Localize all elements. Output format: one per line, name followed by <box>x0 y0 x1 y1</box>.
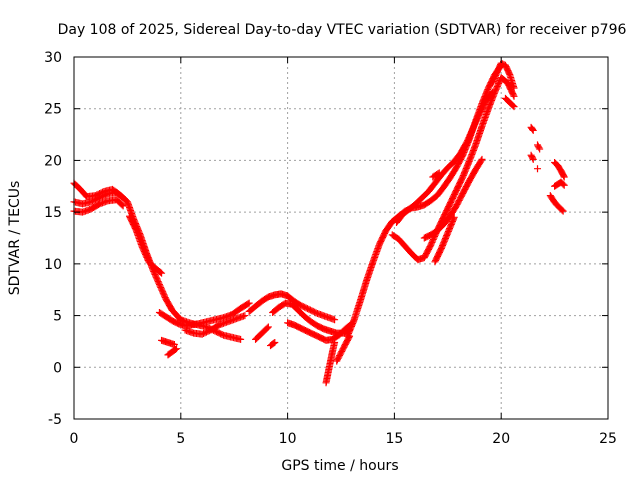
data-point-arc-v <box>510 84 518 92</box>
data-point-arc-u <box>435 169 443 177</box>
data-point-arc-u <box>434 170 442 178</box>
data-point-arc-v <box>490 74 498 82</box>
y-tick-labels: -5 0 5 10 15 20 25 30 <box>44 50 62 428</box>
data-point-arc-c <box>118 201 126 209</box>
data-point-arc-c <box>119 202 127 210</box>
y-tick-label: 15 <box>44 205 62 221</box>
data-point-arc-h <box>173 345 181 353</box>
data-point-arc-l <box>331 338 339 346</box>
x-tick-label: 5 <box>176 431 185 447</box>
data-point-arc-ac <box>559 180 567 188</box>
data-point-arc-ad <box>559 207 567 215</box>
data-point-arc-d <box>157 268 165 276</box>
y-tick-label: -5 <box>48 412 62 428</box>
data-point-arc-i <box>331 316 339 324</box>
data-point-arc-aa <box>534 165 542 173</box>
x-tick-label: 0 <box>70 431 79 447</box>
x-tick-label: 20 <box>492 431 510 447</box>
data-point-arc-v <box>491 73 499 81</box>
data-point-arc-x <box>529 125 537 133</box>
y-tick-label: 25 <box>44 102 62 118</box>
data-point-arc-w <box>510 103 518 111</box>
data-point-arc-v <box>489 77 497 85</box>
data-point-arc-a <box>237 335 245 343</box>
x-tick-label: 10 <box>279 431 297 447</box>
data-point-arc-q <box>510 92 518 100</box>
data-point-arc-z <box>536 145 544 153</box>
data-point-arc-h <box>171 345 179 353</box>
data-points <box>70 59 568 387</box>
data-point-arc-ad <box>558 206 566 214</box>
data-point-arc-n <box>264 323 272 331</box>
data-point-arc-b <box>120 195 128 203</box>
data-point-arc-o <box>271 338 279 346</box>
y-tick-label: 30 <box>44 50 62 66</box>
y-tick-label: 10 <box>44 257 62 273</box>
data-point-arc-y <box>529 154 537 162</box>
data-point-arc-x <box>529 126 537 134</box>
y-tick-label: 0 <box>53 360 62 376</box>
y-tick-label: 5 <box>53 309 62 325</box>
x-tick-label: 25 <box>599 431 617 447</box>
data-point-arc-ab <box>560 173 568 181</box>
data-point-arc-o <box>270 339 278 347</box>
plot-frame <box>73 56 609 420</box>
data-point-arc-v <box>489 79 497 87</box>
data-point-arc-ac <box>560 181 568 189</box>
y-tick-label: 20 <box>44 153 62 169</box>
data-point-arc-s <box>477 157 485 165</box>
data-point-arc-e <box>245 299 253 307</box>
data-point-arc-e <box>244 300 252 308</box>
data-point-arc-b <box>121 196 129 204</box>
chart-title: Day 108 of 2025, Sidereal Day-to-day VTE… <box>58 22 627 38</box>
data-point-arc-y <box>529 155 537 163</box>
axis-ticks <box>73 56 609 420</box>
data-point-arc-v <box>490 76 498 84</box>
x-axis-label: GPS time / hours <box>281 458 398 474</box>
y-axis-label: SDTVAR / TECUs <box>7 181 23 296</box>
data-point-arc-ab <box>560 172 568 180</box>
data-point-arc-d <box>158 269 166 277</box>
x-tick-label: 15 <box>385 431 403 447</box>
data-point-arc-z <box>535 144 543 152</box>
data-point-arc-n <box>263 324 271 332</box>
data-point-arc-w <box>509 102 517 110</box>
data-point-arc-t <box>450 213 458 221</box>
data-point-arc-r <box>488 89 496 97</box>
data-point-arc-s <box>478 155 486 163</box>
data-point-arc-f <box>241 312 249 320</box>
data-point-arc-r <box>489 88 497 96</box>
data-point-arc-v <box>492 71 500 79</box>
x-tick-labels: 0 5 10 15 20 25 <box>70 431 617 447</box>
data-point-arc-q <box>509 91 517 99</box>
grid-lines <box>74 57 608 419</box>
